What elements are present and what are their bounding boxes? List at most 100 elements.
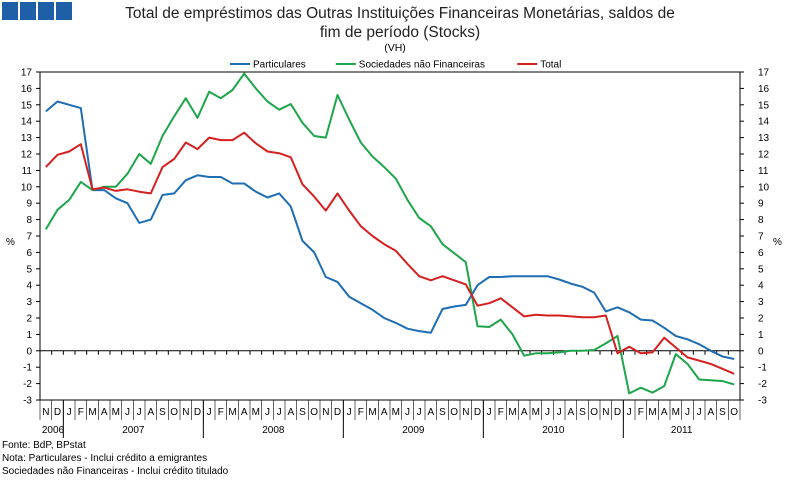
month-label: F	[498, 407, 504, 418]
month-label: J	[685, 407, 690, 418]
month-label: J	[137, 407, 142, 418]
y-tick-label-left: 14	[21, 117, 33, 128]
month-label: F	[78, 407, 84, 418]
month-label: O	[450, 407, 458, 418]
y-tick-label-right: 1	[758, 330, 764, 341]
month-label: J	[545, 407, 550, 418]
month-label: N	[462, 407, 469, 418]
month-label: S	[159, 407, 166, 418]
month-label: O	[170, 407, 178, 418]
month-label: S	[579, 407, 586, 418]
month-label: A	[381, 407, 388, 418]
y-tick-label-left: 15	[21, 100, 33, 111]
month-label: O	[310, 407, 318, 418]
month-label: D	[474, 407, 481, 418]
month-label: M	[88, 407, 96, 418]
month-label: M	[228, 407, 236, 418]
month-label: J	[207, 407, 212, 418]
y-tick-label-left: -1	[23, 363, 32, 374]
month-label: J	[417, 407, 422, 418]
y-tick-label-right: 11	[758, 166, 769, 177]
legend-label-1: Particulares	[253, 60, 306, 71]
series-line-2	[44, 72, 735, 395]
y-tick-label-left: 7	[26, 232, 32, 243]
month-label: D	[614, 407, 621, 418]
y-tick-label-left: 17	[21, 68, 33, 79]
bpstat-logo	[2, 2, 72, 20]
month-label: M	[368, 407, 376, 418]
y-tick-label-right: 0	[758, 346, 764, 357]
month-label: N	[322, 407, 329, 418]
y-tick-label-right: 15	[758, 100, 770, 111]
y-tick-label-left: 5	[26, 264, 32, 275]
month-label: M	[508, 407, 516, 418]
note-sociedades: Sociedades não Financeiras - Inclui créd…	[2, 466, 229, 477]
legend-label-2: Sociedades não Financeiras	[359, 60, 485, 71]
y-tick-label-right: 2	[758, 314, 764, 325]
y-tick-label-left: 0	[26, 346, 32, 357]
y-tick-label-right: 3	[758, 297, 764, 308]
year-label: 2007	[122, 425, 145, 436]
line-chart: (VH) Particulares Sociedades não Financeir…	[6, 42, 782, 438]
month-label: A	[521, 407, 528, 418]
month-label: J	[277, 407, 282, 418]
y-tick-label-right: -2	[758, 379, 767, 390]
month-label: M	[252, 407, 260, 418]
y-tick-label-left: -2	[23, 379, 32, 390]
chart-subtitle: (VH)	[384, 42, 406, 54]
month-label: N	[42, 407, 49, 418]
source-note: Fonte: BdP, BPstat	[2, 440, 86, 451]
month-label: A	[661, 407, 668, 418]
month-label: J	[265, 407, 270, 418]
y-axis-label-right: %	[773, 237, 782, 248]
y-tick-label-left: 11	[22, 166, 33, 177]
y-tick-label-right: 10	[758, 182, 770, 193]
y-tick-label-left: 2	[26, 314, 32, 325]
year-label: 2006	[42, 425, 65, 436]
chart-title-line1: Total de empréstimos das Outras Institui…	[125, 5, 675, 22]
month-label: M	[392, 407, 400, 418]
y-tick-label-right: 16	[758, 84, 770, 95]
y-tick-label-right: -1	[758, 363, 767, 374]
month-label: O	[590, 407, 598, 418]
month-label: A	[241, 407, 248, 418]
month-label: J	[125, 407, 130, 418]
year-label: 2011	[671, 425, 693, 436]
year-label: 2009	[402, 425, 425, 436]
month-label: A	[147, 407, 154, 418]
chart-title-line2: fim de período (Stocks)	[319, 24, 481, 41]
month-label: N	[182, 407, 189, 418]
month-label: D	[194, 407, 201, 418]
y-tick-label-right: 5	[758, 264, 764, 275]
y-tick-label-right: 13	[758, 133, 770, 144]
month-label: S	[439, 407, 446, 418]
month-label: S	[299, 407, 306, 418]
y-tick-label-right: 4	[758, 281, 764, 292]
month-label: F	[358, 407, 364, 418]
y-tick-label-right: -3	[758, 396, 767, 407]
y-tick-label-right: 7	[758, 232, 764, 243]
y-tick-label-left: 1	[26, 330, 32, 341]
month-label: A	[567, 407, 574, 418]
logo-block-1	[2, 2, 18, 20]
y-tick-label-right: 8	[758, 215, 764, 226]
month-label: D	[334, 407, 341, 418]
y-axis-label-left: %	[6, 237, 15, 248]
y-tick-label-right: 17	[758, 68, 770, 79]
logo-block-2	[20, 2, 36, 20]
y-tick-label-left: 8	[26, 215, 32, 226]
logo-block-3	[38, 2, 54, 20]
y-tick-label-left: 10	[21, 182, 33, 193]
y-tick-label-right: 12	[758, 150, 770, 161]
month-label: J	[697, 407, 702, 418]
y-tick-label-left: 9	[26, 199, 32, 210]
y-tick-label-left: 13	[21, 133, 33, 144]
month-label: J	[67, 407, 72, 418]
month-label: A	[707, 407, 714, 418]
series-line-3	[45, 131, 735, 375]
month-label: M	[672, 407, 680, 418]
note-particulares: Nota: Particulares - Inclui crédito a em…	[2, 453, 208, 464]
year-label: 2008	[262, 425, 285, 436]
y-tick-label-left: 16	[21, 84, 33, 95]
y-tick-label-left: 3	[26, 297, 32, 308]
